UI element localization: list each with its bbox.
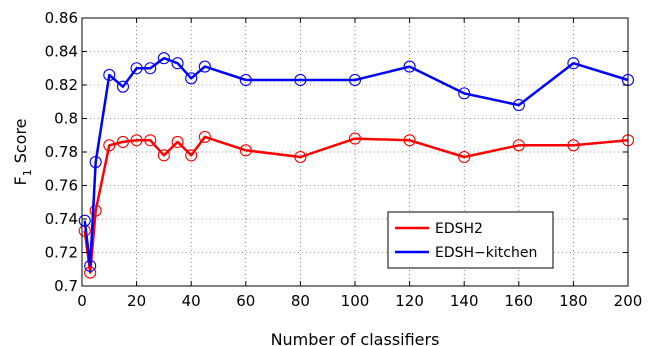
series-edsh-kitchen: [78, 52, 635, 272]
data-point-edsh2: [458, 150, 471, 164]
legend-label-edsh2: EDSH2: [435, 221, 483, 237]
data-point-edsh-kitchen: [103, 68, 116, 81]
data-point-edsh2: [103, 139, 116, 152]
data-point-edsh-kitchen: [348, 73, 362, 87]
data-point-edsh-kitchen: [198, 60, 211, 73]
y-tick-label: 0.84: [45, 43, 78, 61]
x-tick-label: 100: [341, 292, 370, 310]
x-tick-label: 20: [127, 292, 146, 310]
y-tick-label: 0.76: [45, 177, 78, 195]
y-tick-label: 0.72: [45, 244, 78, 262]
series-layer: [78, 52, 635, 279]
data-point-edsh2: [144, 134, 157, 147]
x-tick-label: 60: [236, 292, 255, 310]
data-point-edsh2: [130, 134, 143, 147]
x-tick-label: 40: [182, 292, 201, 310]
data-point-edsh-kitchen: [185, 72, 198, 85]
data-point-edsh2: [157, 149, 170, 162]
y-tick-labels: 0.7 0.72 0.74 0.76 0.78 0.8 0.82 0.84 0.86: [45, 9, 78, 295]
x-tick-label: 0: [77, 292, 87, 310]
data-point-edsh-kitchen: [458, 87, 471, 100]
data-point-edsh-kitchen: [157, 52, 170, 65]
data-point-edsh2: [89, 204, 102, 217]
data-point-edsh-kitchen: [403, 60, 416, 73]
x-tick-label: 80: [291, 292, 310, 310]
y-axis-label-subscript: 1: [21, 169, 34, 176]
x-tick-label: 180: [559, 292, 588, 310]
data-point-edsh2: [116, 135, 129, 148]
legend-label-edsh-kitchen: EDSH−kitchen: [435, 245, 537, 261]
y-tick-label: 0.7: [54, 277, 78, 295]
legend-box: [387, 211, 554, 269]
y-axis-label-text: Score: [11, 118, 30, 163]
svg-text:F1Score: F1 Score: [11, 118, 34, 185]
y-tick-label: 0.78: [45, 143, 78, 161]
data-point-edsh-kitchen: [294, 73, 307, 87]
series-line-edsh2: [83, 135, 629, 274]
data-point-edsh-kitchen: [89, 156, 102, 169]
series-edsh2: [78, 130, 635, 279]
data-point-edsh2: [171, 135, 184, 148]
data-point-edsh2: [294, 150, 307, 164]
data-point-edsh-kitchen: [567, 57, 580, 70]
data-point-edsh-kitchen: [78, 214, 91, 227]
series-line-edsh-kitchen: [83, 56, 629, 268]
x-tick-labels: 0 20 40 60 80 100 120 140 160 180 200: [77, 292, 642, 310]
data-point-edsh2: [239, 144, 252, 157]
y-axis-label-prefix: F: [11, 176, 30, 185]
y-tick-label: 0.8: [54, 110, 78, 128]
data-point-edsh-kitchen: [144, 62, 157, 75]
x-tick-label: 200: [614, 292, 643, 310]
y-tick-label: 0.86: [45, 9, 78, 27]
data-point-edsh-kitchen: [171, 57, 184, 70]
data-point-edsh2: [348, 132, 362, 145]
data-point-edsh-kitchen: [84, 259, 97, 272]
y-tick-label: 0.82: [45, 76, 78, 94]
x-axis-label: Number of classifiers: [271, 330, 440, 346]
data-point-edsh-kitchen: [512, 99, 525, 112]
legend: EDSH2 EDSH−kitchen: [387, 211, 554, 269]
y-axis-label: F1 Score: [11, 118, 34, 185]
grid-lines: [82, 18, 628, 286]
x-tick-label: 140: [450, 292, 479, 310]
data-point-edsh2: [403, 134, 416, 147]
data-point-edsh2: [185, 149, 198, 162]
x-tick-label: 120: [395, 292, 424, 310]
y-tick-label: 0.74: [45, 210, 78, 228]
data-point-edsh2: [567, 139, 580, 152]
data-point-edsh2: [198, 130, 211, 143]
data-point-edsh2: [512, 139, 525, 152]
x-tick-label: 160: [504, 292, 533, 310]
data-point-edsh-kitchen: [239, 73, 252, 87]
data-point-edsh-kitchen: [130, 62, 143, 75]
data-point-edsh-kitchen: [116, 80, 129, 93]
axis-ticks: [81, 17, 629, 287]
